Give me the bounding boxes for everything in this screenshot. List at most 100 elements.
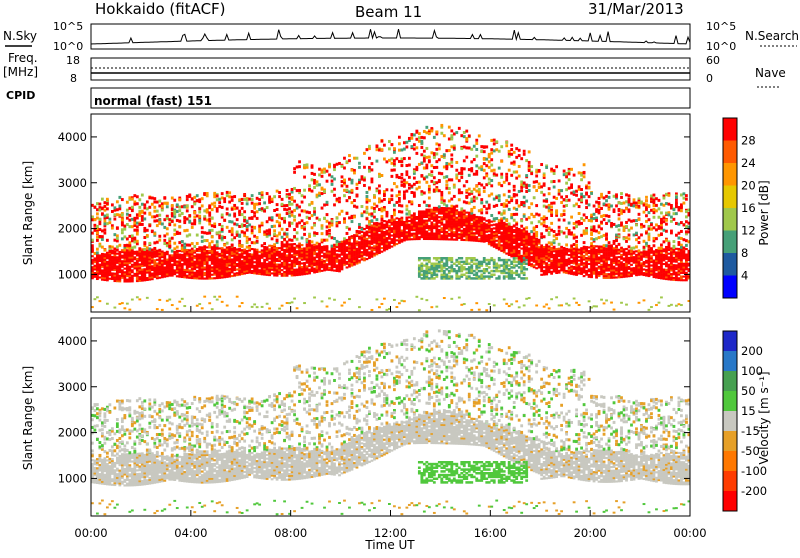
echo-cell [378,246,381,248]
echo-cell [483,169,486,172]
echo-cell [273,249,276,251]
echo-cell [386,214,389,217]
echo-cell [316,263,319,265]
echo-cell [241,273,244,275]
echo-cell [470,217,473,219]
echo-cell [398,136,401,139]
echo-cell [371,230,374,232]
echo-cell [176,308,179,310]
echo-cell [395,232,398,234]
echo-cell [368,226,371,228]
echo-cell [348,196,351,199]
echo-cell [545,259,548,261]
echo-cell [313,257,316,259]
echo-cell [468,237,471,239]
echo-cell [213,268,216,270]
echo-cell [211,268,214,270]
echo-cell [488,241,491,243]
echo-cell [545,206,548,209]
echo-cell [356,183,359,186]
echo-cell [281,203,284,206]
echo-cell [301,266,304,268]
echo-cell [500,231,503,233]
echo-cell [233,222,236,225]
echo-cell [493,235,496,237]
echo-cell [316,249,319,251]
echo-cell [318,243,321,246]
echo-cell [316,245,319,247]
echo-cell [533,253,536,255]
echo-cell [148,248,151,251]
nsky-label: N.Sky [3,29,37,43]
echo-cell [181,276,184,278]
echo-cell [153,215,156,218]
echo-cell [228,252,231,254]
echo-cell [181,269,184,271]
echo-cell [505,227,508,229]
echo-cell [348,258,351,260]
echo-cell [373,203,376,206]
echo-cell [246,257,249,259]
echo-cell [248,246,251,249]
echo-cell [331,253,334,255]
noise-axis-top-label: 10^5 [53,20,83,33]
echo-cell [288,273,291,275]
echo-cell [418,210,421,212]
echo-cell [373,196,376,199]
echo-cell [448,126,451,129]
echo-cell [218,273,221,275]
echo-cell [361,251,364,253]
echo-cell [495,245,498,247]
echo-cell [333,165,336,168]
echo-cell [388,247,391,249]
echo-cell [143,265,146,267]
echo-cell [206,272,209,274]
echo-cell [445,211,448,213]
echo-cell [520,263,523,266]
echo-cell [101,264,104,266]
echo-cell [268,272,271,274]
echo-cell [206,257,209,259]
echo-cell [238,225,241,228]
echo-cell [408,157,411,160]
echo-cell [530,249,533,251]
echo-cell [458,179,461,182]
echo-cell [371,309,374,311]
echo-cell [203,250,206,252]
echo-cell [460,172,463,175]
echo-cell [378,226,381,228]
echo-cell [281,256,284,258]
echo-cell [525,259,528,262]
echo-cell [113,251,116,253]
echo-cell [563,247,566,250]
echo-cell [326,252,329,254]
echo-cell [525,186,528,189]
echo-cell [500,241,503,243]
echo-cell [368,242,371,244]
echo-cell [323,247,326,249]
echo-cell [430,232,433,234]
echo-cell [191,251,194,253]
echo-cell [138,198,141,201]
echo-cell [111,260,114,262]
echo-cell [485,220,488,222]
echo-cell [510,148,513,151]
echo-cell [468,214,471,216]
echo-cell [188,214,191,217]
echo-cell [478,231,481,233]
echo-cell [216,195,219,198]
echo-cell [236,230,239,233]
echo-cell [475,221,478,223]
echo-cell [475,139,478,142]
echo-cell [136,271,139,273]
echo-cell [540,261,543,263]
echo-cell [231,199,234,202]
echo-cell [448,213,451,215]
echo-cell [118,207,121,210]
echo-cell [133,275,136,277]
echo-cell [211,308,214,310]
echo-cell [136,195,139,198]
echo-cell [513,264,516,267]
echo-cell [186,209,189,212]
echo-cell [211,240,214,243]
